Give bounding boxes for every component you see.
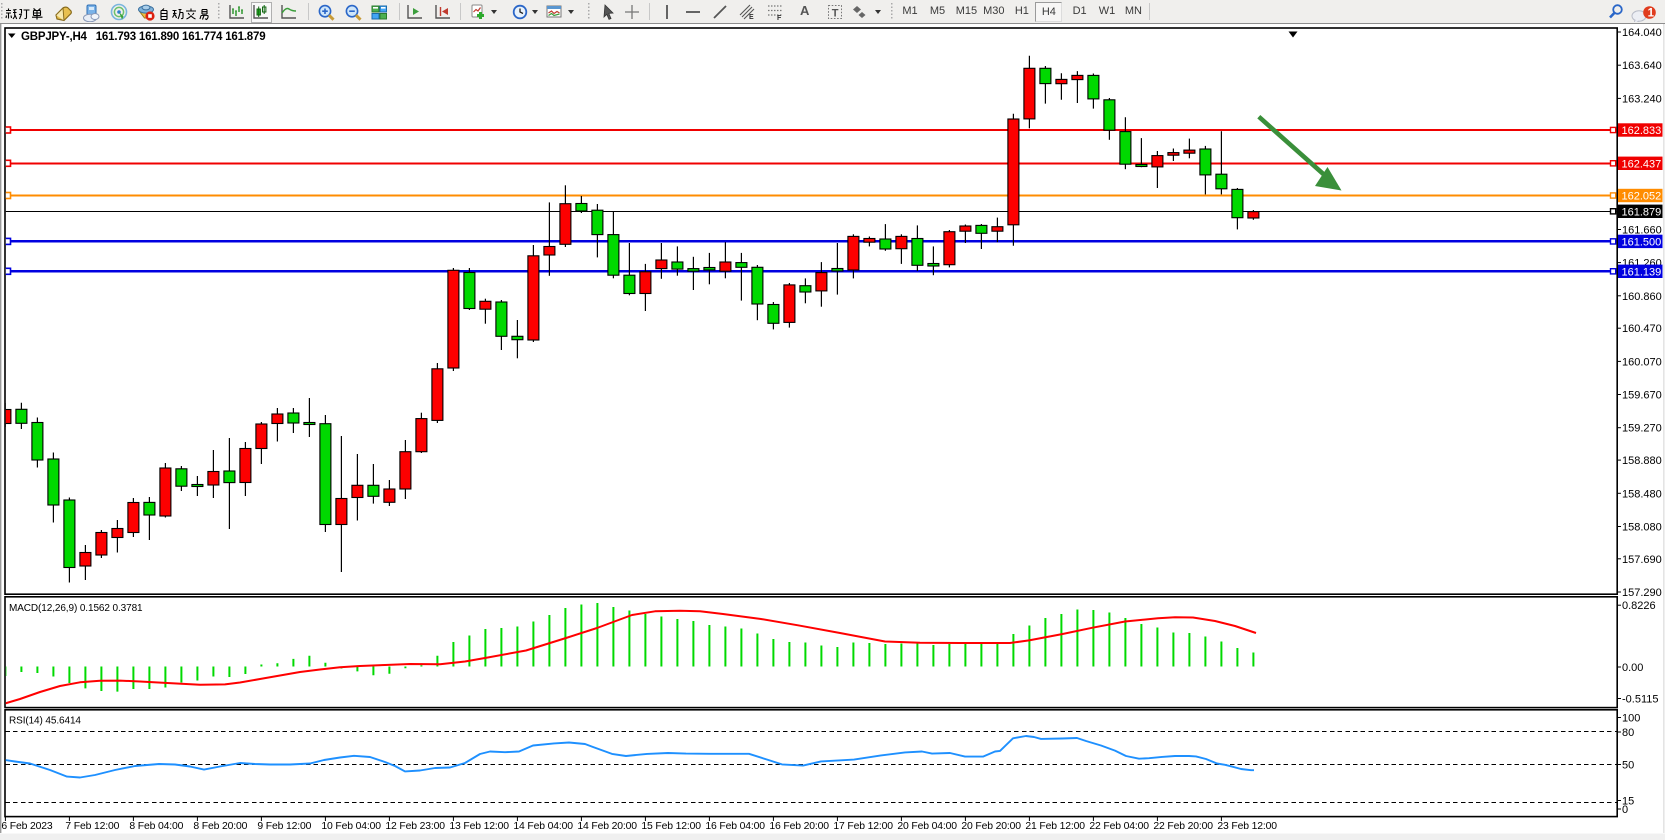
svg-text:8 Feb 04:00: 8 Feb 04:00 — [129, 821, 183, 832]
svg-text:F: F — [777, 15, 782, 22]
svg-text:157.290: 157.290 — [1622, 587, 1662, 599]
svg-text:8 Feb 20:00: 8 Feb 20:00 — [193, 821, 247, 832]
svg-text:158.880: 158.880 — [1622, 455, 1662, 467]
svg-text:160.860: 160.860 — [1622, 291, 1662, 303]
svg-text:0.00: 0.00 — [1622, 662, 1643, 674]
svg-text:162.437: 162.437 — [1622, 158, 1662, 170]
svg-text:163.640: 163.640 — [1622, 60, 1662, 72]
svg-text:RSI(14) 45.6414: RSI(14) 45.6414 — [9, 716, 81, 727]
svg-text:0.8226: 0.8226 — [1622, 600, 1656, 612]
svg-text:161.660: 161.660 — [1622, 225, 1662, 237]
svg-text:21 Feb 12:00: 21 Feb 12:00 — [1025, 821, 1085, 832]
svg-text:7 Feb 12:00: 7 Feb 12:00 — [65, 821, 119, 832]
svg-text:12 Feb 23:00: 12 Feb 23:00 — [385, 821, 445, 832]
svg-text:23 Feb 12:00: 23 Feb 12:00 — [1217, 821, 1277, 832]
svg-text:161.500: 161.500 — [1622, 236, 1662, 248]
svg-text:164.040: 164.040 — [1622, 27, 1662, 39]
svg-text:162.833: 162.833 — [1622, 125, 1662, 137]
svg-text:158.480: 158.480 — [1622, 488, 1662, 500]
svg-text:E: E — [749, 14, 754, 21]
svg-text:14 Feb 04:00: 14 Feb 04:00 — [513, 821, 573, 832]
svg-text:17 Feb 12:00: 17 Feb 12:00 — [833, 821, 893, 832]
svg-text:T: T — [832, 7, 839, 19]
svg-text:15: 15 — [1622, 796, 1634, 808]
svg-text:15 Feb 12:00: 15 Feb 12:00 — [641, 821, 701, 832]
svg-text:163.240: 163.240 — [1622, 93, 1662, 105]
svg-text:159.270: 159.270 — [1622, 423, 1662, 435]
svg-text:16 Feb 20:00: 16 Feb 20:00 — [769, 821, 829, 832]
svg-text:14 Feb 20:00: 14 Feb 20:00 — [577, 821, 637, 832]
svg-text:0: 0 — [1622, 804, 1628, 816]
svg-text:159.670: 159.670 — [1622, 390, 1662, 402]
svg-text:160.070: 160.070 — [1622, 356, 1662, 368]
svg-text:161.879: 161.879 — [1622, 206, 1662, 218]
svg-text:160.470: 160.470 — [1622, 323, 1662, 335]
svg-text:-0.5115: -0.5115 — [1622, 694, 1659, 706]
svg-text:10 Feb 04:00: 10 Feb 04:00 — [321, 821, 381, 832]
svg-text:9 Feb 12:00: 9 Feb 12:00 — [257, 821, 311, 832]
svg-text:GBPJPY-,H4 161.793 161.890 1: GBPJPY-,H4 161.793 161.890 161.774 161.8… — [21, 31, 265, 43]
svg-text:100: 100 — [1622, 713, 1640, 725]
svg-text:158.080: 158.080 — [1622, 522, 1662, 534]
svg-text:162.052: 162.052 — [1622, 191, 1662, 203]
svg-text:22 Feb 20:00: 22 Feb 20:00 — [1153, 821, 1213, 832]
svg-text:1: 1 — [1648, 7, 1655, 19]
svg-text:157.690: 157.690 — [1622, 554, 1662, 566]
svg-text:22 Feb 04:00: 22 Feb 04:00 — [1089, 821, 1149, 832]
svg-text:50: 50 — [1622, 760, 1634, 772]
svg-text:13 Feb 12:00: 13 Feb 12:00 — [449, 821, 509, 832]
svg-text:MACD(12,26,9) 0.1562 0.3781: MACD(12,26,9) 0.1562 0.3781 — [9, 603, 143, 614]
svg-text:20 Feb 20:00: 20 Feb 20:00 — [961, 821, 1021, 832]
svg-text:6 Feb 2023: 6 Feb 2023 — [1, 821, 52, 832]
svg-text:161.139: 161.139 — [1622, 266, 1662, 278]
svg-text:16 Feb 04:00: 16 Feb 04:00 — [705, 821, 765, 832]
svg-text:80: 80 — [1622, 727, 1634, 739]
svg-text:20 Feb 04:00: 20 Feb 04:00 — [897, 821, 957, 832]
